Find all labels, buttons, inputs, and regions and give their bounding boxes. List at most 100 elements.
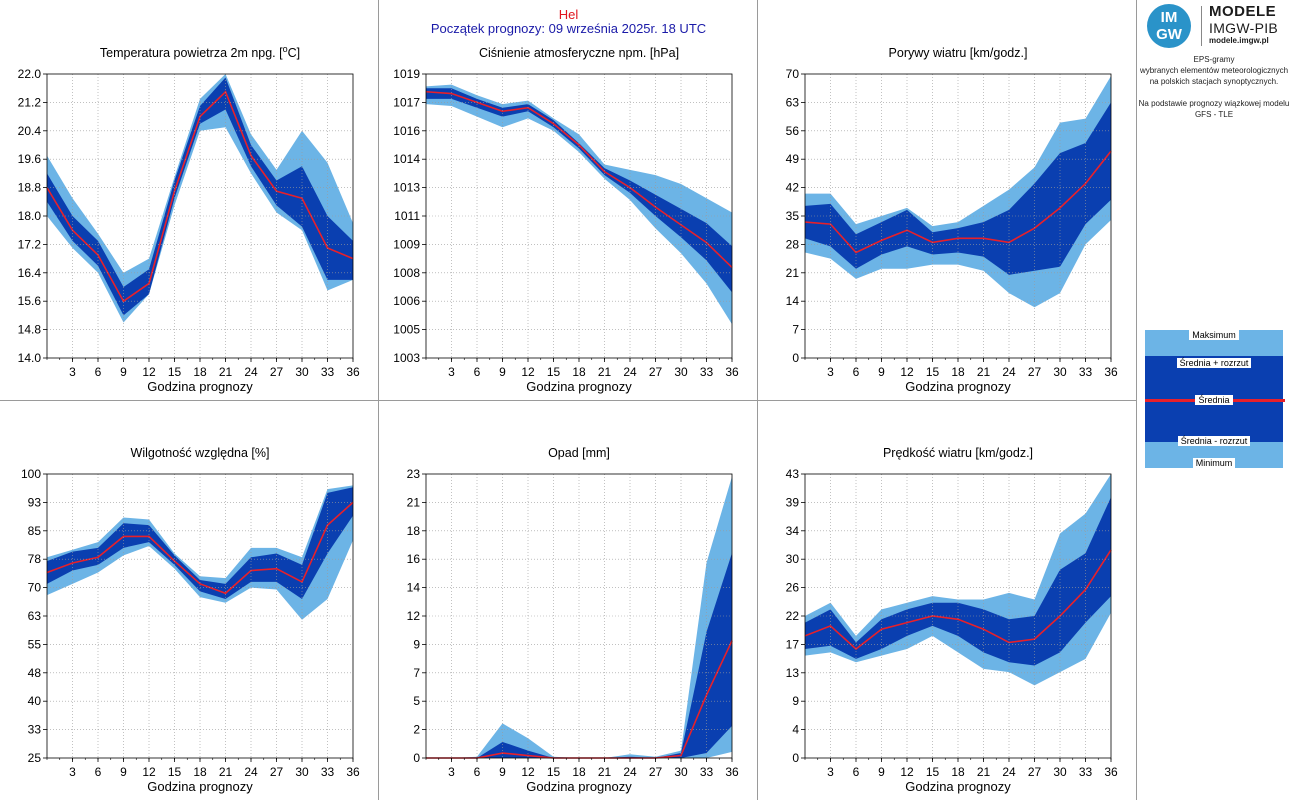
x-tick-label: 9 [120, 765, 127, 779]
y-tick-label: 21.2 [18, 95, 42, 109]
x-tick-label: 18 [572, 765, 586, 779]
y-tick-label: 63 [28, 609, 42, 623]
x-axis-label: Godzina prognozy [526, 379, 632, 394]
y-tick-label: 1017 [393, 95, 420, 109]
info-line: na polskich stacjach synoptycznych. [1149, 77, 1279, 86]
chart-title: Prędkość wiatru [km/godz.] [883, 446, 1033, 460]
x-tick-label: 33 [700, 365, 714, 379]
x-tick-label: 18 [951, 365, 965, 379]
x-tick-label: 21 [219, 365, 233, 379]
y-tick-label: 28 [786, 237, 800, 251]
y-tick-label: 35 [786, 209, 800, 223]
x-tick-label: 15 [168, 765, 182, 779]
y-tick-label: 7 [413, 666, 420, 680]
x-tick-label: 6 [95, 765, 102, 779]
x-tick-label: 21 [598, 765, 612, 779]
x-tick-label: 6 [474, 365, 481, 379]
x-tick-label: 15 [547, 365, 561, 379]
y-tick-label: 1003 [393, 351, 420, 365]
y-tick-label: 1016 [393, 124, 420, 138]
x-axis-label: Godzina prognozy [147, 779, 253, 794]
x-tick-label: 6 [853, 765, 860, 779]
y-tick-label: 13 [786, 666, 800, 680]
x-tick-label: 12 [521, 765, 535, 779]
forecast-header: Hel Początek prognozy: 09 września 2025r… [379, 0, 758, 36]
y-tick-label: 9 [792, 694, 799, 708]
y-tick-label: 4 [792, 723, 799, 737]
x-tick-label: 33 [321, 765, 335, 779]
x-tick-label: 24 [244, 765, 258, 779]
y-tick-label: 1014 [393, 152, 420, 166]
info-line: EPS-gramy [1193, 55, 1235, 64]
x-tick-label: 3 [827, 765, 834, 779]
x-tick-label: 12 [142, 765, 156, 779]
legend-mean-plus-label: Średnia + rozrzut [1145, 358, 1283, 369]
plot-frame [425, 73, 733, 359]
band-min-max [426, 476, 732, 758]
y-tick-label: 20.4 [18, 124, 42, 138]
wind-speed-chart: Prędkość wiatru [km/godz.] 0 4 9 13 17 22 26 30 3… [786, 446, 1118, 794]
plot-frame [804, 473, 1112, 759]
x-tick-label: 15 [547, 765, 561, 779]
imgw-logo-mark: IM GW [1147, 4, 1191, 48]
x-tick-label: 36 [725, 765, 739, 779]
mean-line [46, 501, 354, 595]
x-tick-label: 30 [295, 365, 309, 379]
plot-frame [46, 73, 354, 359]
chart-title: Ciśnienie atmosferyczne npm. [hPa] [479, 46, 679, 60]
x-tick-label: 33 [1079, 765, 1093, 779]
y-tick-label: 17.2 [18, 237, 42, 251]
imgw-logo: IM GW MODELE IMGW-PIB modele.imgw.pl [1145, 2, 1288, 50]
x-tick-label: 3 [69, 765, 76, 779]
x-tick-label: 9 [878, 765, 885, 779]
logo-separator [1201, 6, 1202, 46]
plot-frame [804, 73, 1112, 359]
y-tick-label: 22.0 [18, 67, 42, 81]
x-tick-label: 27 [1028, 765, 1042, 779]
x-tick-label: 18 [572, 365, 586, 379]
x-tick-label: 9 [499, 765, 506, 779]
y-tick-label: 18.8 [18, 181, 42, 195]
temperature-chart: Temperatura powietrza 2m npg. [oC] 14.0 14… [18, 44, 360, 394]
panel-divider [0, 400, 1137, 401]
x-tick-label: 6 [474, 765, 481, 779]
logo-title: MODELE [1209, 3, 1277, 20]
x-tick-label: 24 [623, 765, 637, 779]
x-tick-label: 3 [69, 365, 76, 379]
y-tick-label: 9 [413, 637, 420, 651]
x-tick-label: 30 [295, 765, 309, 779]
legend-mean-minus-label: Średnia - rozrzut [1145, 436, 1283, 447]
y-tick-label: 1011 [394, 209, 420, 223]
y-tick-label: 18 [407, 524, 421, 538]
y-tick-label: 21 [786, 266, 800, 280]
y-tick-label: 26 [786, 581, 800, 595]
plot-frame [425, 473, 733, 759]
y-tick-label: 19.6 [18, 152, 42, 166]
x-tick-label: 21 [598, 365, 612, 379]
x-tick-label: 15 [926, 765, 940, 779]
y-tick-label: 0 [792, 351, 799, 365]
x-tick-label: 33 [700, 765, 714, 779]
x-tick-label: 18 [951, 765, 965, 779]
x-tick-label: 24 [1002, 365, 1016, 379]
y-tick-label: 1005 [393, 323, 420, 337]
chart-title: Porywy wiatru [km/godz.] [889, 46, 1028, 60]
band-min-max [47, 485, 353, 620]
y-tick-label: 1019 [393, 67, 420, 81]
y-tick-label: 14.8 [18, 323, 42, 337]
y-tick-label: 25 [28, 751, 42, 765]
x-tick-label: 12 [521, 365, 535, 379]
x-axis-label: Godzina prognozy [905, 379, 1011, 394]
legend-max-label: Maksimum [1145, 330, 1283, 341]
x-axis-label: Godzina prognozy [905, 779, 1011, 794]
x-tick-label: 36 [346, 765, 360, 779]
y-tick-label: 16.4 [18, 266, 42, 280]
y-tick-label: 16 [407, 552, 421, 566]
y-tick-label: 55 [28, 637, 42, 651]
y-tick-label: 14 [786, 294, 800, 308]
x-tick-label: 3 [827, 365, 834, 379]
x-tick-label: 12 [900, 765, 914, 779]
mean-line [804, 150, 1112, 254]
y-tick-label: 49 [786, 152, 800, 166]
